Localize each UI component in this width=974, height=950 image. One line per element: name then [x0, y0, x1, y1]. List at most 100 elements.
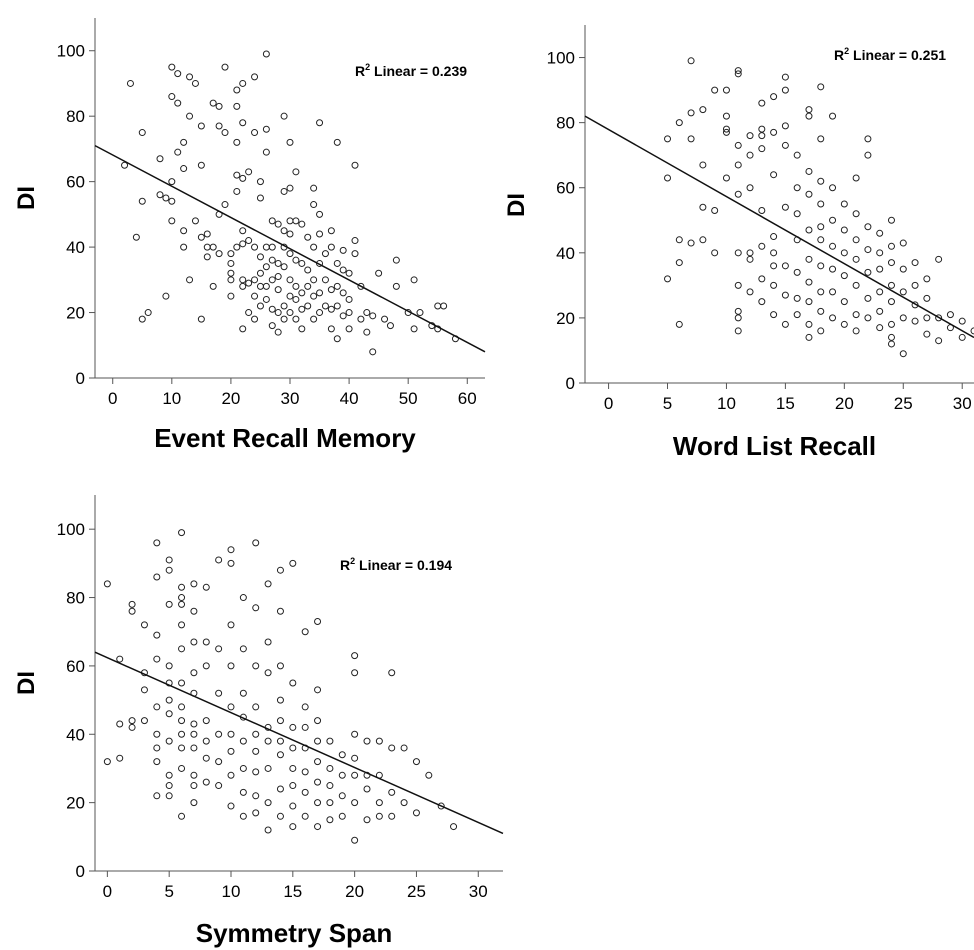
y-tick-label: 100: [57, 520, 85, 539]
data-point: [191, 217, 199, 225]
data-point: [793, 268, 801, 276]
data-point: [829, 242, 837, 250]
data-point: [758, 132, 766, 140]
data-point: [298, 305, 306, 313]
data-point: [298, 259, 306, 267]
data-point: [440, 302, 448, 310]
data-point: [327, 286, 335, 294]
data-point: [239, 594, 247, 602]
data-point: [227, 703, 235, 711]
data-point: [251, 243, 259, 251]
data-point: [675, 320, 683, 328]
data-point: [734, 314, 742, 322]
data-point: [178, 621, 186, 629]
fit-line: [94, 144, 486, 353]
data-point: [245, 168, 253, 176]
data-point: [876, 229, 884, 237]
data-point: [864, 294, 872, 302]
data-point: [734, 307, 742, 315]
data-point: [333, 302, 341, 310]
data-point: [274, 286, 282, 294]
data-point: [156, 191, 164, 199]
data-point: [852, 174, 860, 182]
data-point: [310, 276, 318, 284]
data-point: [876, 288, 884, 296]
data-point: [168, 63, 176, 71]
data-point: [197, 122, 205, 130]
data-point: [864, 314, 872, 322]
data-point: [168, 93, 176, 101]
data-point: [758, 99, 766, 107]
r2-annotation: R2 Linear = 0.194: [340, 556, 452, 573]
data-point: [386, 322, 394, 330]
data-point: [203, 243, 211, 251]
data-point: [316, 210, 324, 218]
data-point: [239, 764, 247, 772]
data-point: [746, 288, 754, 296]
data-point: [286, 138, 294, 146]
x-tick-label: 10: [162, 389, 181, 408]
data-point: [252, 809, 260, 817]
data-point: [864, 151, 872, 159]
data-point: [239, 788, 247, 796]
word-list-scatter: 0 20 40 60 80 100 0 5 10 15 20 25 30 R2 Linear = 0.25…: [503, 25, 974, 461]
data-point: [887, 340, 895, 348]
fit-line: [584, 115, 974, 339]
data-point: [351, 161, 359, 169]
data-point: [333, 138, 341, 146]
data-point: [852, 327, 860, 335]
data-point: [209, 99, 217, 107]
data-point: [178, 717, 186, 725]
data-point: [264, 638, 272, 646]
data-point: [215, 556, 223, 564]
data-point: [304, 282, 312, 290]
data-point: [252, 730, 260, 738]
y-tick-label: 60: [556, 179, 575, 198]
data-point: [292, 295, 300, 303]
data-point: [923, 294, 931, 302]
data-point: [381, 315, 389, 323]
data-point: [178, 645, 186, 653]
data-point: [252, 747, 260, 755]
data-point: [268, 217, 276, 225]
data-point: [264, 799, 272, 807]
y-tick-label: 80: [66, 589, 85, 608]
data-point: [388, 788, 396, 796]
data-point: [770, 233, 778, 241]
data-point: [280, 302, 288, 310]
data-point: [304, 302, 312, 310]
y-tick-label: 80: [66, 107, 85, 126]
data-point: [314, 737, 322, 745]
data-point: [103, 580, 111, 588]
data-point: [817, 236, 825, 244]
x-tick-label: 25: [407, 882, 426, 901]
data-point: [876, 265, 884, 273]
data-point: [351, 836, 359, 844]
data-point: [817, 327, 825, 335]
r2-annotation: R2 Linear = 0.251: [834, 46, 946, 63]
data-point: [239, 276, 247, 284]
data-point: [770, 281, 778, 289]
x-tick-label: 10: [222, 882, 241, 901]
data-point: [781, 141, 789, 149]
data-point: [958, 317, 966, 325]
data-point: [388, 812, 396, 820]
data-point: [262, 295, 270, 303]
data-point: [314, 686, 322, 694]
y-tick-label: 20: [556, 309, 575, 328]
data-point: [958, 333, 966, 341]
data-point: [202, 737, 210, 745]
data-point: [351, 669, 359, 677]
data-point: [190, 580, 198, 588]
data-point: [178, 600, 186, 608]
data-point: [227, 546, 235, 554]
data-point: [664, 275, 672, 283]
data-point: [276, 566, 284, 574]
data-point: [400, 799, 408, 807]
data-point: [793, 294, 801, 302]
data-point: [153, 744, 161, 752]
data-point: [298, 220, 306, 228]
data-point: [203, 230, 211, 238]
data-point: [687, 239, 695, 247]
